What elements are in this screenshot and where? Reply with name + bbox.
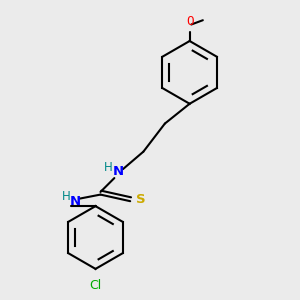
Text: H: H — [104, 161, 113, 174]
Text: S: S — [136, 193, 146, 206]
Text: O: O — [186, 16, 194, 28]
Text: H: H — [61, 190, 70, 203]
Text: Cl: Cl — [89, 280, 102, 292]
Text: N: N — [70, 195, 81, 208]
Text: N: N — [113, 165, 124, 178]
